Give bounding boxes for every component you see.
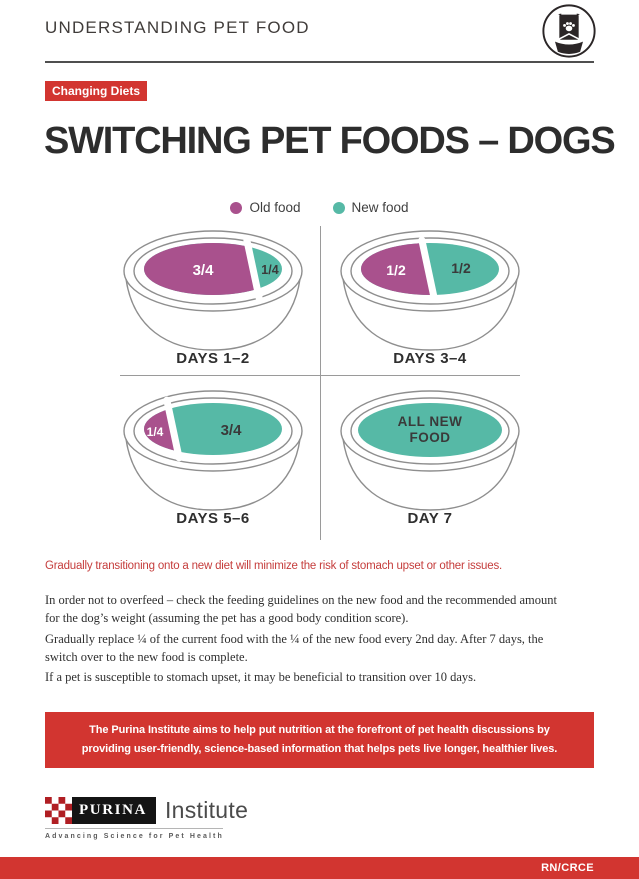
purina-wordmark-band: PURINA	[45, 797, 156, 824]
old-food-fraction: 1/4	[147, 425, 164, 439]
legend-item-old-food: Old food	[230, 200, 301, 215]
logo-tagline: Advancing Science for Pet Health	[45, 828, 223, 840]
bowl-caption: DAY 7	[407, 510, 453, 527]
grid-divider-horizontal	[120, 375, 520, 376]
purina-institute-logo: PURINA Institute	[45, 797, 248, 824]
institute-text: Institute	[164, 797, 249, 823]
pet-food-bag-and-bowl-icon	[540, 2, 598, 65]
purina-institute-callout: The Purina Institute aims to help put nu…	[45, 712, 594, 768]
body-paragraph: In order not to overfeed – check the fee…	[45, 593, 557, 626]
purina-brand-text: PURINA	[79, 802, 147, 818]
bowl-diagram-days-5-6: 1/4 3/4 DAYS 5–6	[113, 384, 313, 527]
legend-old-label: Old food	[249, 200, 301, 215]
old-food-fraction: 3/4	[193, 262, 215, 279]
body-paragraph: If a pet is susceptible to stomach upset…	[45, 670, 477, 684]
old-food-swatch-icon	[230, 201, 243, 214]
document-code: RN/CRCE	[541, 862, 594, 874]
bowl-caption: DAYS 1–2	[176, 350, 250, 367]
bowl-diagram-days-1-2: 3/4 1/4 DAYS 1–2	[113, 224, 313, 367]
category-badge: Changing Diets	[45, 81, 148, 101]
purina-checkerboard-icon	[45, 797, 72, 824]
grid-divider-vertical	[320, 226, 321, 540]
page-header-title: UNDERSTANDING PET FOOD	[45, 18, 310, 37]
bowl-diagram-days-3-4: 1/2 1/2 DAYS 3–4	[330, 224, 530, 367]
new-food-fraction: 1/4	[261, 263, 278, 277]
callout-text: The Purina Institute aims to help put nu…	[81, 724, 558, 755]
bowl-caption: DAYS 3–4	[393, 350, 467, 367]
highlight-sentence: Gradually transitioning onto a new diet …	[45, 560, 502, 572]
new-food-fraction: 3/4	[221, 422, 243, 439]
header-rule	[45, 61, 594, 63]
legend: Old food New food	[0, 200, 639, 215]
bowl-caption: DAYS 5–6	[176, 510, 250, 527]
legend-new-label: New food	[351, 200, 409, 215]
body-paragraph: Gradually replace ¼ of the current food …	[45, 632, 544, 665]
old-food-fraction: 1/2	[386, 262, 406, 278]
new-food-swatch-icon	[332, 201, 345, 214]
page-title: SWITCHING PET FOODS – DOGS	[44, 120, 616, 162]
all-new-food-line2: FOOD	[410, 430, 451, 445]
new-food-fraction: 1/2	[451, 260, 471, 276]
legend-item-new-food: New food	[332, 200, 409, 215]
document-code-bar: RN/CRCE	[0, 857, 639, 879]
all-new-food-line1: ALL NEW	[398, 414, 463, 429]
bowl-diagram-day-7: ALL NEW FOOD DAY 7	[330, 384, 530, 527]
